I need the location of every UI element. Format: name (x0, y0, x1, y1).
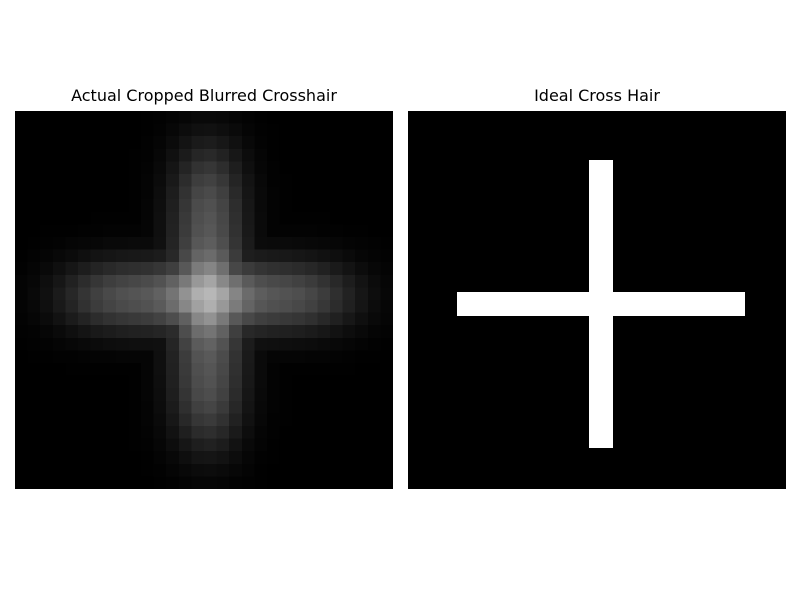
blurred-crosshair-canvas (15, 111, 393, 489)
blurred-crosshair-title: Actual Cropped Blurred Crosshair (71, 86, 337, 105)
blurred-crosshair-image (15, 111, 393, 489)
ideal-crosshair-vertical-bar (589, 160, 613, 448)
ideal-crosshair-image (408, 111, 786, 489)
ideal-crosshair-title: Ideal Cross Hair (534, 86, 660, 105)
